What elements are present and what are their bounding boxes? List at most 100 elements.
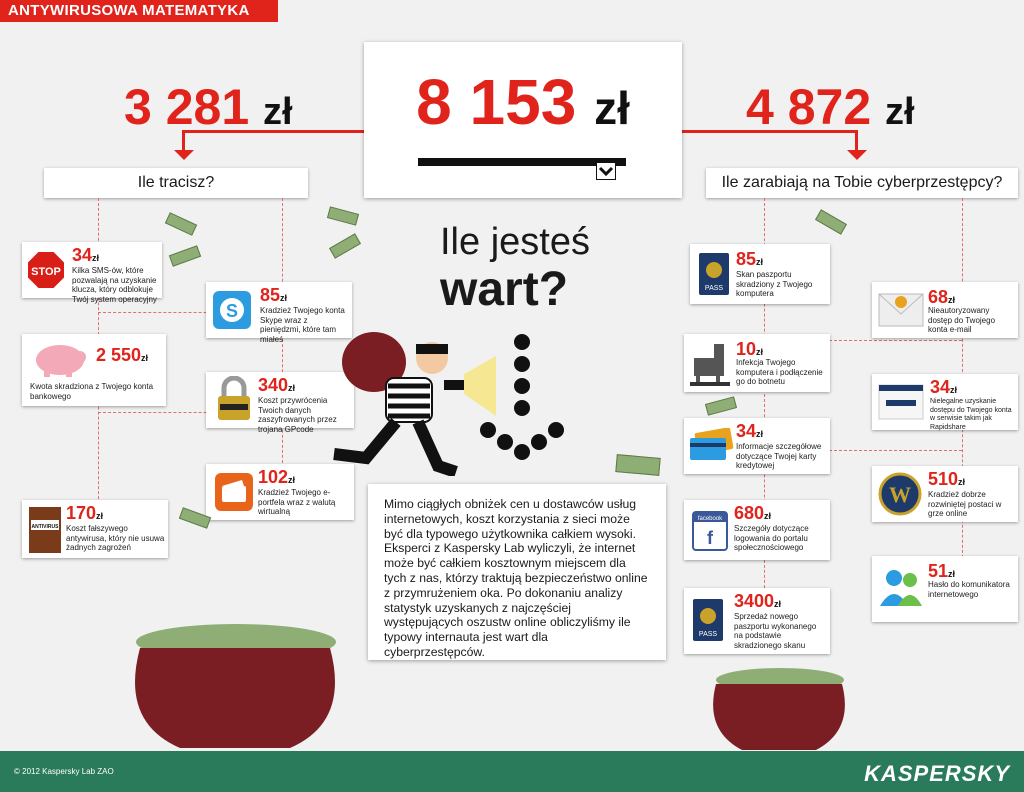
right-arrow-icon <box>847 150 867 160</box>
svg-text:STOP: STOP <box>31 266 61 278</box>
loss-card-wallet: 102zł Kradzież Twojego e-portfela wraz z… <box>206 464 354 520</box>
earn-card-game-character: W 510zł Kradzież dobrze rozwiniętej post… <box>872 466 1018 522</box>
earn-value: 10zł <box>736 339 764 359</box>
banknote-icon <box>815 209 847 235</box>
earn-value: 680zł <box>734 503 772 523</box>
loss-value: 102zł <box>258 467 296 487</box>
credit-cards-icon <box>688 427 734 467</box>
kaspersky-logo: KASPERSKY <box>864 761 1010 786</box>
loss-value: 340zł <box>258 375 296 395</box>
svg-text:f: f <box>707 528 714 548</box>
dots-arrow-icon <box>478 334 578 464</box>
earn-card-email: 68zł Nieautoryzowany dostęp do Twojego k… <box>872 282 1018 338</box>
left-arrow-icon <box>174 150 194 160</box>
loss-card-ransom: 340zł Koszt przywrócenia Twoich danych z… <box>206 372 354 434</box>
earn-value: 3400zł <box>734 591 782 611</box>
right-tree-branch <box>764 340 962 341</box>
passport-icon: PASS <box>698 252 730 301</box>
earn-value: 85zł <box>736 249 764 269</box>
earn-description: Skan paszportu skradziony z Twojego komp… <box>736 270 813 298</box>
earn-description: Szczegóły dotyczące logowania do portalu… <box>734 524 809 552</box>
banknote-icon <box>164 212 198 236</box>
loss-description: Kilka SMS-ów, które pozwalają na uzyskan… <box>72 266 157 304</box>
facebook-icon: facebook f <box>692 508 728 557</box>
earn-description: Kradzież dobrze rozwiniętej postaci w gr… <box>928 490 1002 518</box>
loss-value: 170zł <box>66 503 104 523</box>
loss-description: Kradzież Twojego e-portfela wraz z walut… <box>258 488 336 516</box>
loss-card-skype: S 85zł Kradzież Twojego konta Skype wraz… <box>206 282 352 344</box>
fake-antivirus-box-icon: ANTIVIRUS <box>28 506 62 559</box>
left-total: 3 281 zł <box>124 79 293 135</box>
svg-text:PASS: PASS <box>699 631 717 638</box>
messenger-icon <box>878 566 924 615</box>
copyright: © 2012 Kaspersky Lab ZAO <box>14 767 114 776</box>
earn-description: Nielegalne uzyskanie dostępu do Twojego … <box>930 398 1012 431</box>
banknote-icon <box>168 245 202 267</box>
earn-description: Infekcja Twojego komputera i podłączenie… <box>736 358 823 386</box>
earn-value: 51zł <box>928 561 956 581</box>
earn-value: 34zł <box>736 421 764 441</box>
thief-illustration <box>326 326 496 481</box>
loss-value: 34zł <box>72 245 100 265</box>
infographic-title: ANTYWIRUSOWA MATEMATYKA <box>0 0 278 22</box>
earn-description: Nieautoryzowany dostęp do Twojego konta … <box>928 306 996 334</box>
earn-card-passport-scan: PASS 85zł Skan paszportu skradziony z Tw… <box>690 244 830 304</box>
question-line-1: Ile jesteś <box>440 221 590 263</box>
earn-card-passport-sale: PASS 3400zł Sprzedaż nowego paszportu wy… <box>684 588 830 654</box>
svg-text:PASS: PASS <box>705 285 723 292</box>
right-connector-horizontal <box>682 130 858 133</box>
svg-text:W: W <box>889 482 911 507</box>
svg-text:ANTIVIRUS: ANTIVIRUS <box>32 524 60 530</box>
right-connector-vertical <box>855 130 858 156</box>
footer: © 2012 Kaspersky Lab ZAO KASPERSKY <box>0 751 1024 792</box>
center-underline <box>418 158 626 166</box>
piggy-bank-icon <box>30 340 90 383</box>
money-bag-right <box>704 660 854 757</box>
right-label: Ile zarabiają na Tobie cyberprzestępcy? <box>706 168 1018 198</box>
center-total-box: 8 153 zł <box>364 42 682 198</box>
right-tree-branch-2 <box>764 450 962 451</box>
earn-card-botnet: 10zł Infekcja Twojego komputera i podłąc… <box>684 334 830 392</box>
svg-text:facebook: facebook <box>698 516 723 522</box>
skype-icon: S <box>212 290 252 335</box>
left-tree-branch <box>98 312 282 313</box>
left-tree-branch-2 <box>98 412 282 413</box>
earn-value: 68zł <box>928 287 956 307</box>
description-text: Mimo ciągłych obniżek cen u dostawców us… <box>368 484 666 660</box>
right-total: 4 872 zł <box>746 79 915 135</box>
earn-card-file-hosting: 34zł Nielegalne uzyskanie dostępu do Two… <box>872 374 1018 431</box>
earn-description: Informacje szczegółowe dotyczące Twojej … <box>736 442 822 470</box>
money-bag-left <box>120 612 350 757</box>
earn-card-credit-card: 34zł Informacje szczegółowe dotyczące Tw… <box>684 418 830 474</box>
banknote-icon <box>615 454 661 476</box>
loss-card-sms: STOP 34zł Kilka SMS-ów, które pozwalają … <box>22 242 162 304</box>
earn-card-social-login: facebook f 680zł Szczegóły dotyczące logo… <box>684 500 830 560</box>
loss-card-fake-antivirus: ANTIVIRUS 170zł Koszt fałszywego antywir… <box>22 500 168 558</box>
padlock-icon <box>214 375 254 427</box>
earn-description: Hasło do komunikatora internetowego <box>928 580 1010 599</box>
wallet-icon <box>214 472 254 517</box>
checkmark-icon <box>596 162 616 180</box>
email-envelope-icon <box>878 288 924 333</box>
loss-description: Kradzież Twojego konta Skype wraz z pien… <box>260 306 345 344</box>
wow-game-icon: W <box>878 472 922 521</box>
loss-value: 2 550zł <box>96 345 149 365</box>
loss-description: Koszt przywrócenia Twoich danych zaszyfr… <box>258 396 337 434</box>
earn-description: Sprzedaż nowego paszportu wykonanego na … <box>734 612 817 650</box>
earn-card-messenger: 51zł Hasło do komunikatora internetowego <box>872 556 1018 622</box>
loss-description: Kwota skradziona z Twojego konta bankowe… <box>30 382 154 401</box>
right-tree-line <box>764 198 765 598</box>
center-total: 8 153 zł <box>416 66 630 138</box>
loss-value: 85zł <box>260 285 288 305</box>
left-connector-vertical <box>182 130 185 156</box>
loss-description: Koszt fałszywego antywirusa, który nie u… <box>66 524 165 552</box>
earn-value: 34zł <box>930 377 958 397</box>
trojan-horse-icon <box>688 338 732 393</box>
banknote-icon <box>326 206 360 226</box>
question-line-2: wart? <box>440 263 569 316</box>
left-connector-horizontal <box>182 130 364 133</box>
file-hosting-icon <box>878 384 924 425</box>
passport-icon: PASS <box>692 598 724 647</box>
stop-sign-icon: STOP <box>26 250 66 295</box>
earn-value: 510zł <box>928 469 966 489</box>
